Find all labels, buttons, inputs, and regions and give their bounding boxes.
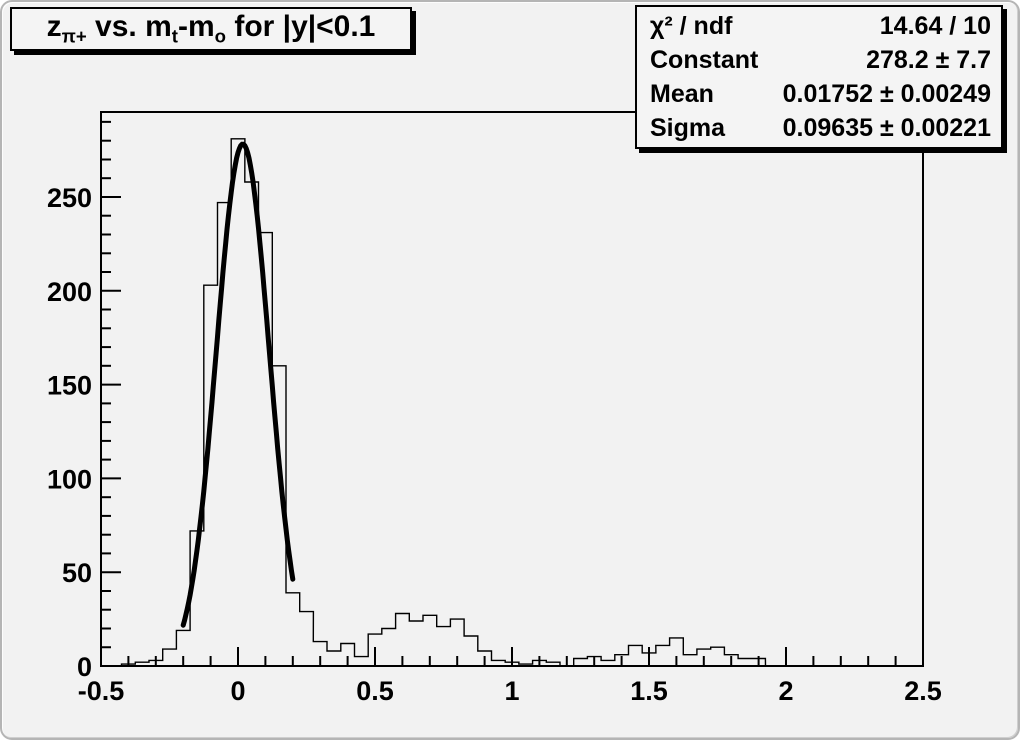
stat-row-chi2: χ² / ndf 14.64 / 10 <box>637 9 1001 43</box>
stat-row-mean: Mean 0.01752 ± 0.00249 <box>637 77 1001 111</box>
title-text: zπ+ vs. mt-mo for |y|<0.1 <box>47 10 376 48</box>
stat-value-constant: 278.2 ± 7.7 <box>866 46 991 74</box>
fit-curve <box>180 141 296 628</box>
stat-label-chi2: χ² / ndf <box>650 12 733 40</box>
y-tick-label: 50 <box>62 558 92 588</box>
title-seg-rapidity: for |y|<0.1 <box>226 10 376 44</box>
x-tick-label: 0 <box>230 676 245 706</box>
title-sub-t: t <box>171 25 178 47</box>
x-tick-label: 2.5 <box>904 676 942 706</box>
stat-value-sigma: 0.09635 ± 0.00221 <box>782 114 991 142</box>
x-tick-label: 0.5 <box>356 676 394 706</box>
x-tick-label: 1.5 <box>630 676 668 706</box>
x-tick-label: 1 <box>504 676 519 706</box>
title-seg-z: z <box>46 10 62 44</box>
x-tick-label: -0.5 <box>78 676 125 706</box>
stat-label-mean: Mean <box>650 80 714 108</box>
title-seg-vs-m: vs. m <box>86 10 172 44</box>
plot-frame <box>100 111 924 667</box>
stat-value-chi2: 14.64 / 10 <box>879 12 991 40</box>
stat-label-constant: Constant <box>650 46 759 74</box>
title-box: zπ+ vs. mt-mo for |y|<0.1 <box>10 7 412 51</box>
title-sub-o: o <box>214 25 227 47</box>
stat-label-sigma: Sigma <box>650 114 726 142</box>
x-tick-label: 2 <box>778 676 793 706</box>
y-tick-label: 0 <box>77 652 92 682</box>
y-tick-label: 150 <box>47 371 92 401</box>
stat-row-sigma: Sigma 0.09635 ± 0.00221 <box>637 111 1001 145</box>
y-tick-label: 250 <box>47 183 92 213</box>
y-tick-label: 100 <box>47 464 92 494</box>
title-sub-pi-plus: π+ <box>61 25 87 47</box>
histogram-line <box>107 138 917 667</box>
stat-value-mean: 0.01752 ± 0.00249 <box>782 80 991 108</box>
stats-box: χ² / ndf 14.64 / 10 Constant 278.2 ± 7.7… <box>635 5 1003 149</box>
y-tick-label: 200 <box>47 277 92 307</box>
stat-row-constant: Constant 278.2 ± 7.7 <box>637 43 1001 77</box>
title-seg-minus-m: -m <box>177 10 215 44</box>
